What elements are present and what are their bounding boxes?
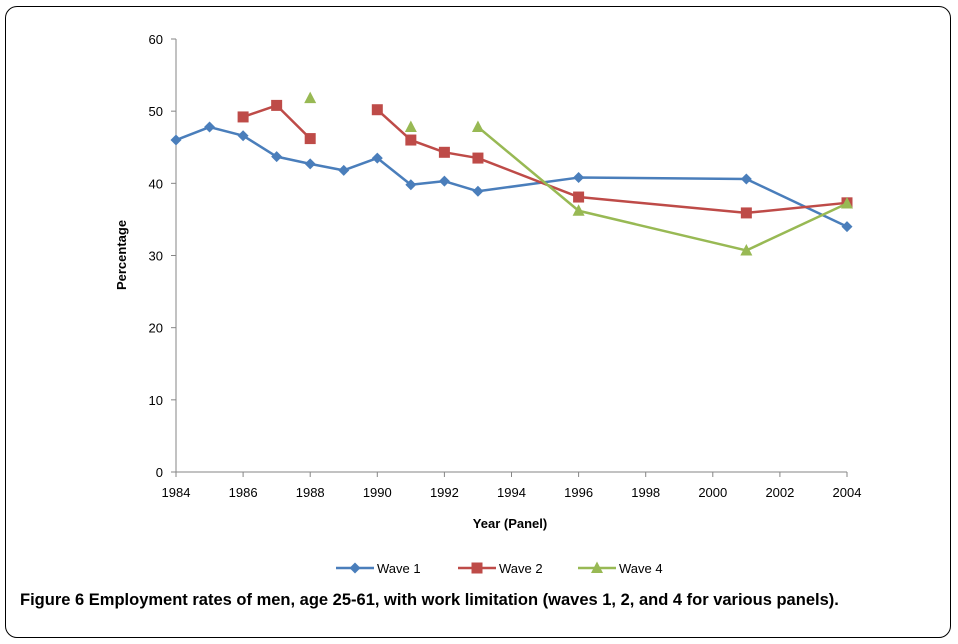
series-wave-4 (304, 91, 853, 256)
legend-marker (591, 561, 603, 573)
legend-item: Wave 1 (336, 561, 421, 576)
legend-label: Wave 1 (377, 561, 421, 576)
legend: Wave 1 Wave 2 Wave 4 (336, 561, 663, 576)
figure-frame (5, 6, 951, 638)
y-tick-label: 60 (149, 32, 163, 47)
legend-item: Wave 4 (578, 561, 663, 576)
data-point (338, 164, 350, 176)
data-point (740, 173, 752, 185)
y-tick-label: 10 (149, 393, 163, 408)
data-point (271, 99, 283, 111)
x-tick-label: 1986 (229, 485, 258, 500)
x-tick-label: 2004 (833, 485, 862, 500)
series-wave-2 (237, 99, 853, 219)
data-point (740, 207, 752, 219)
y-axis-title: Percentage (114, 220, 129, 290)
data-point (237, 111, 249, 123)
data-point (573, 172, 585, 184)
x-axis-title: Year (Panel) (473, 516, 547, 531)
legend-item: Wave 2 (458, 561, 543, 576)
legend-label: Wave 4 (619, 561, 663, 576)
series-line (477, 126, 848, 252)
data-point (841, 221, 853, 233)
y-tick-label: 30 (149, 249, 163, 264)
y-tick-label: 40 (149, 176, 163, 191)
data-point (405, 179, 417, 191)
line-chart: 0 10 20 30 40 50 60 1984 1986 1988 1990 1992 1994 199… (114, 32, 862, 576)
caption-text: Employment rates of men, age 25-61, with… (88, 591, 839, 609)
data-point (271, 151, 283, 163)
data-point (371, 152, 383, 164)
data-point (841, 197, 853, 209)
x-tick-label: 1988 (296, 485, 325, 500)
data-point (438, 146, 450, 158)
y-tick-label: 20 (149, 321, 163, 336)
data-point (471, 120, 484, 133)
data-point (405, 134, 417, 146)
x-tick-label: 2002 (765, 485, 794, 500)
x-tick-label: 1990 (363, 485, 392, 500)
data-point (472, 185, 484, 197)
data-point (304, 91, 317, 104)
x-tick-label: 1998 (631, 485, 660, 500)
data-point (573, 191, 585, 203)
data-point (572, 204, 585, 216)
legend-marker (471, 562, 483, 574)
legend-marker (349, 562, 361, 574)
data-point (237, 130, 249, 142)
data-point (371, 104, 383, 116)
legend-label: Wave 2 (499, 561, 543, 576)
data-point (472, 152, 484, 164)
data-point (438, 175, 450, 187)
x-tick-label: 1984 (162, 485, 191, 500)
data-point (304, 133, 316, 145)
x-tick-label: 1992 (430, 485, 459, 500)
series-line (376, 108, 848, 215)
y-tick-label: 0 (156, 465, 163, 480)
data-point (304, 158, 316, 170)
data-point (204, 121, 216, 133)
series-wave-1 (170, 121, 853, 233)
data-point (170, 134, 182, 146)
x-tick-label: 2000 (698, 485, 727, 500)
figure-label: Figure 6 (20, 591, 85, 609)
figure-caption: Figure 6 Employment rates of men, age 25… (20, 589, 920, 611)
x-tick-label: 1996 (564, 485, 593, 500)
data-point (404, 120, 417, 133)
data-point (740, 243, 753, 256)
x-tick-label: 1994 (497, 485, 526, 500)
y-tick-label: 50 (149, 104, 163, 119)
